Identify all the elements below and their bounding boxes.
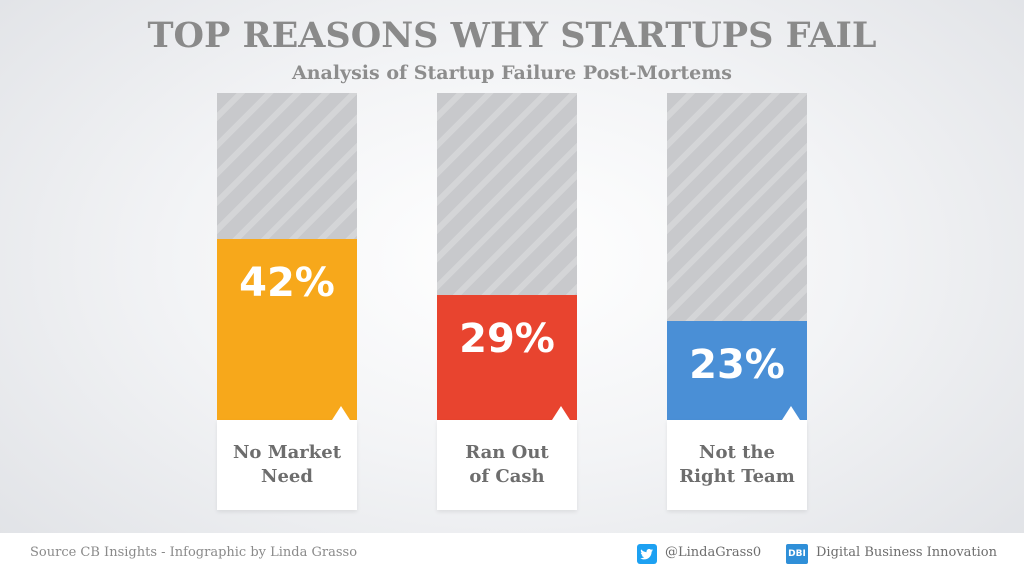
pointer-icon: [552, 406, 570, 420]
bar-value-label: 42%: [239, 260, 335, 306]
twitter-handle[interactable]: @LindaGrass0: [665, 545, 762, 560]
category-label-card: Ran Out of Cash: [437, 420, 577, 510]
category-label: No Market Need: [232, 442, 342, 487]
bar: [667, 321, 807, 420]
twitter-icon[interactable]: [637, 544, 657, 564]
pointer-icon: [782, 406, 800, 420]
category-label-card: No Market Need: [217, 420, 357, 510]
bar-value-label: 29%: [459, 316, 555, 362]
bar: [437, 295, 577, 420]
bar-value-label: 23%: [689, 342, 785, 388]
footer: Source CB Insights - Infographic by Lind…: [0, 533, 1024, 576]
source-credit: Source CB Insights - Infographic by Lind…: [30, 545, 358, 560]
pointer-icon: [332, 406, 350, 420]
dbi-logo-icon: DBI: [786, 544, 808, 564]
chart-subtitle: Analysis of Startup Failure Post-Mortems: [291, 62, 733, 84]
brand-name: Digital Business Innovation: [816, 545, 998, 560]
category-label: Ran Out of Cash: [465, 442, 549, 487]
chart-title: TOP REASONS WHY STARTUPS FAIL: [147, 15, 877, 56]
bar: [217, 239, 357, 420]
category-label-card: Not the Right Team: [667, 420, 807, 510]
category-label: Not the Right Team: [679, 442, 795, 487]
